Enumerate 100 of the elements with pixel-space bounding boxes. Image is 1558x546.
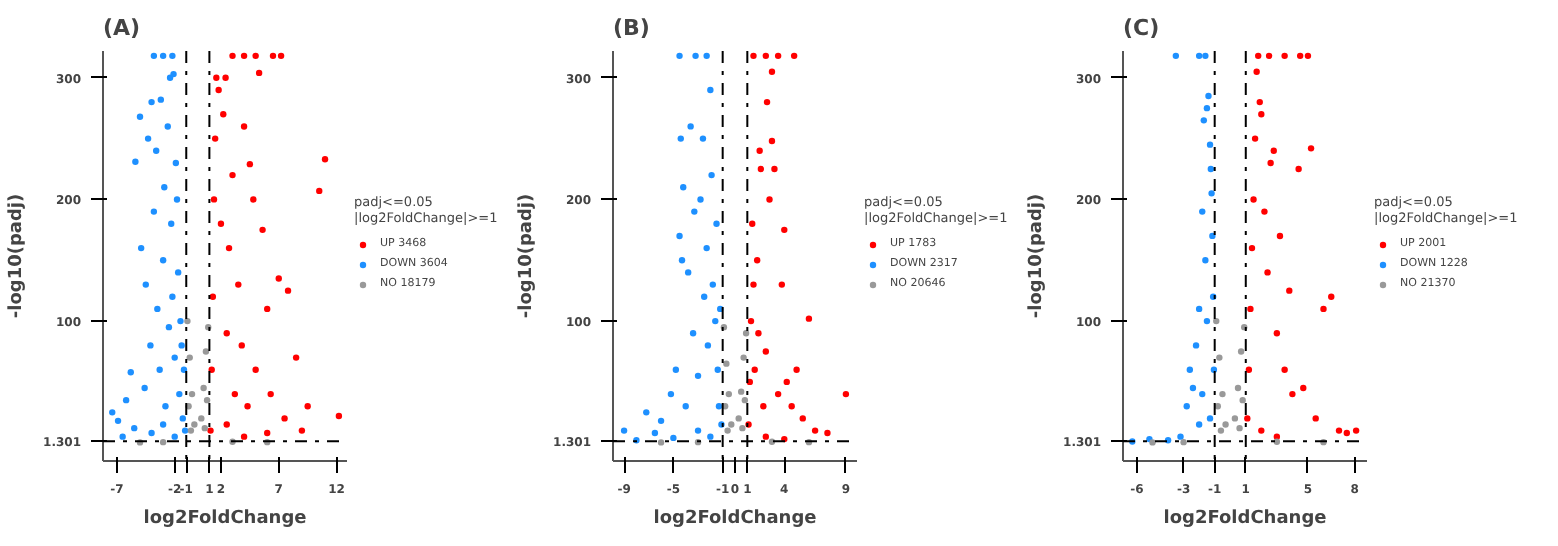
point [620,427,628,434]
point [781,226,788,234]
point [238,342,245,349]
point [162,403,169,410]
point [1210,366,1218,373]
point [747,317,755,325]
point [122,396,130,404]
point [715,403,723,410]
point [281,415,288,422]
point [657,439,665,446]
point [788,403,795,410]
point [1231,415,1239,422]
point [676,52,683,60]
point [824,429,831,437]
point [264,305,271,313]
point [142,281,149,288]
point [109,409,116,416]
point [168,220,175,227]
point [667,390,675,398]
point [811,427,819,434]
x-axis-title: log2FoldChange [1163,509,1327,529]
point [760,403,767,410]
point [174,269,182,276]
point [1213,317,1220,325]
point [778,281,786,288]
point [1172,52,1180,60]
point [703,244,710,252]
point [1261,208,1268,215]
point [169,52,176,60]
point [157,96,165,103]
point [1177,433,1184,440]
point [213,74,220,81]
point [225,244,233,252]
point [156,366,163,373]
point [751,366,758,373]
point [186,354,193,361]
point [176,390,183,398]
point [1239,396,1246,404]
point [771,165,778,173]
point [1304,52,1312,60]
point [235,281,242,288]
point [159,52,167,60]
point [1199,390,1206,398]
point [148,429,155,437]
chart-title: (A) [103,15,141,41]
point [762,348,770,355]
point [670,434,677,442]
point [1256,98,1263,106]
point [728,421,735,428]
point [200,384,207,392]
point [689,330,697,337]
point [713,220,720,227]
point [264,429,271,437]
point [1209,232,1216,240]
point [166,74,174,81]
point [188,390,196,398]
point [1352,427,1360,434]
point [700,293,708,300]
point [1281,52,1288,60]
point [173,196,181,203]
point [783,378,790,386]
point [217,220,225,227]
point [1258,427,1265,434]
point [1264,269,1271,276]
point [132,158,139,165]
point [191,421,198,428]
point [1300,384,1307,392]
point [220,111,227,118]
point [171,354,178,361]
point [774,390,782,398]
point [750,281,757,288]
point [799,415,806,422]
point [148,98,155,106]
point [240,52,248,60]
point [790,52,798,60]
point [147,342,154,349]
point [735,415,742,422]
point [1208,190,1215,197]
point [267,390,274,398]
point [723,360,730,367]
point [172,159,180,167]
point [275,275,282,282]
point [742,330,750,337]
point [154,305,161,313]
point [692,52,699,60]
point [208,366,215,373]
point [1270,147,1277,154]
point [292,354,300,361]
point [152,147,160,154]
point [768,68,776,75]
point [766,196,773,203]
point [1245,366,1253,373]
point [209,293,217,300]
x-axis-title: log2FoldChange [143,509,307,529]
point [708,171,715,179]
point [170,70,177,78]
point [680,184,687,191]
point [136,113,144,120]
point [246,160,254,168]
point [159,257,167,264]
